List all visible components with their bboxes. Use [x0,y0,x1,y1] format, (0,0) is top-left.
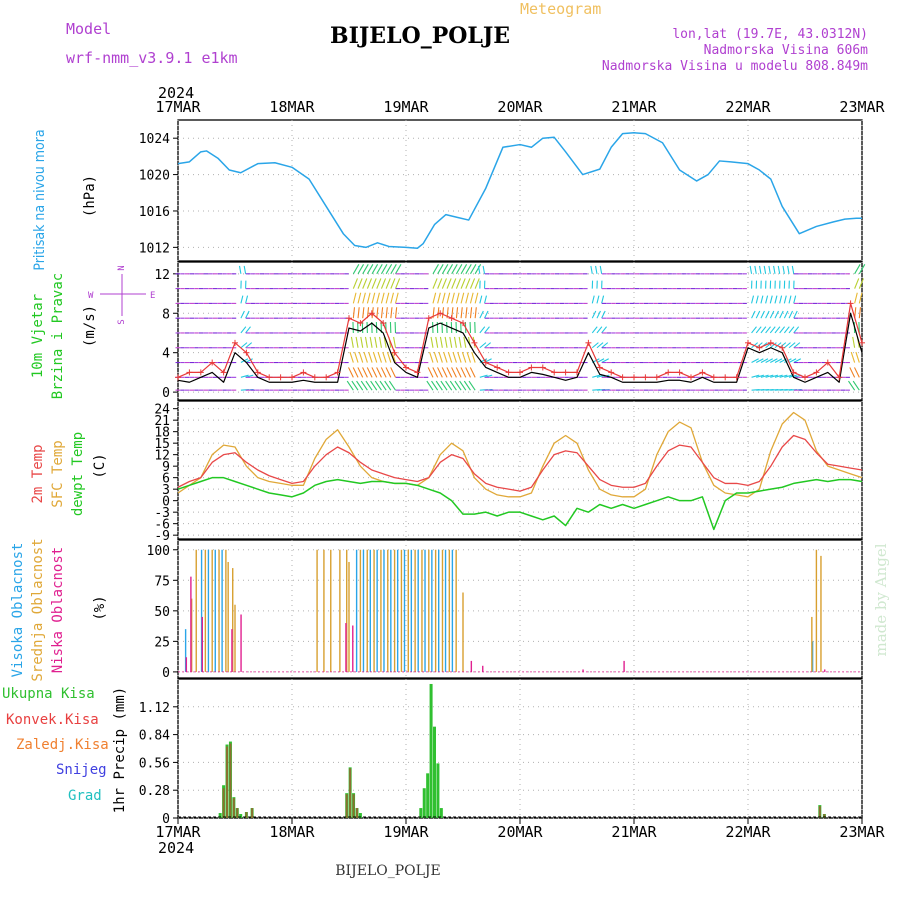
temp-ylabel-1: 2m Temp [30,444,46,503]
station-title: BIJELO_POLJE [330,23,510,49]
ytick-label-precip: 0.28 [139,784,170,799]
precip-total-bar [423,788,426,818]
time-tick-label-bottom: 18MAR [269,823,315,841]
pressure-ylabel: Pritisak na nivou mora [32,129,48,270]
precip-conv-bar [251,808,253,818]
precip-ylabel: 1hr Precip (mm) [112,687,128,813]
ytick-label-cloud: 50 [154,605,170,620]
time-tick-label-top: 21MAR [611,98,657,116]
wind-unit: (m/s) [82,305,98,347]
ytick-label-precip: 0.56 [139,756,170,771]
ytick-label-wind: 8 [162,307,170,322]
precip-legend-item: Ukupna Kisa [2,686,95,702]
precip-conv-bar [223,788,225,818]
ytick-label-precip: 0.84 [139,729,170,744]
wind-ylabel-2: Brzina i Pravac [50,273,66,399]
ytick-label-wind: 12 [154,268,170,283]
lonlat-label: lon,lat (19.7E, 43.0312N) [672,27,868,42]
precip-legend-item: Grad [68,788,102,804]
time-tick-label-top: 18MAR [269,98,315,116]
precip-legend-item: Konvek.Kisa [6,712,99,728]
ytick-label-wind: 4 [162,347,170,362]
precip-conv-bar [226,747,228,818]
ytick-label-pres: 1024 [139,132,170,147]
precip-conv-bar [233,798,235,818]
precip-conv-bar [356,808,358,818]
footer-station: BIJELO_POLJE [335,863,440,879]
meteogram-overtitle: Meteogram [520,0,601,18]
precip-total-bar [430,684,433,818]
precip-conv-bar [346,794,348,818]
precip-conv-bar [236,808,238,818]
cloud-unit: (%) [92,595,108,620]
temp-ylabel-3: dewpt Temp [70,432,86,516]
ytick-label-cloud: 100 [147,544,170,559]
time-tick-label-top: 23MAR [839,98,885,116]
watermark: made by Angel [872,543,890,656]
ytick-label-temp: -9 [154,529,170,544]
time-tick-label-bottom: 20MAR [497,823,543,841]
ytick-label-cloud: 75 [154,574,170,589]
time-tick-label-top: 22MAR [725,98,771,116]
time-tick-label-bottom: 19MAR [383,823,429,841]
ytick-label-pres: 1016 [139,205,170,220]
precip-total-bar [433,727,436,818]
time-tick-label-top: 20MAR [497,98,543,116]
ytick-label-cloud: 25 [154,635,170,650]
precip-conv-bar [349,768,351,818]
ytick-label-precip: 1.12 [139,701,170,716]
precip-total-bar [436,763,439,818]
model-elevation-label: Nadmorska Visina u modelu 808.849m [602,59,868,74]
ytick-label-cloud: 0 [162,666,170,681]
year-label-bottom: 2024 [158,839,194,857]
wind-ylabel-1: 10m Vjetar [30,294,46,378]
time-tick-label-top: 19MAR [383,98,429,116]
model-name: wrf-nmm_v3.9.1 e1km [66,49,238,67]
compass-north: N [117,265,127,270]
precip-conv-bar [353,794,355,818]
cloud-ylabel-3: Niska Oblacnost [50,547,66,673]
ytick-label-wind: 0 [162,386,170,401]
elevation-label: Nadmorska Visina 606m [704,43,869,58]
cloud-ylabel-1: Visoka Oblacnost [10,543,26,678]
time-tick-label-bottom: 23MAR [839,823,885,841]
compass-south: S [117,319,127,324]
model-label: Model [66,20,111,38]
time-tick-label-top: 17MAR [155,98,201,116]
precip-conv-bar [229,744,231,818]
temp-ylabel-2: SFC Temp [50,440,66,507]
temp-unit: (C) [92,453,108,478]
time-tick-label-bottom: 21MAR [611,823,657,841]
pressure-unit: (hPa) [82,175,98,217]
precip-total-bar [426,773,429,818]
compass-west: W [88,291,94,301]
precip-conv-bar [819,806,821,818]
ytick-label-pres: 1012 [139,241,170,256]
compass-east: E [150,291,155,301]
cloud-ylabel-2: Srednja Oblacnost [30,538,46,681]
precip-legend-item: Zaledj.Kisa [16,737,109,753]
precip-legend-item: Snijeg [56,762,107,778]
ytick-label-pres: 1020 [139,169,170,184]
time-tick-label-bottom: 22MAR [725,823,771,841]
